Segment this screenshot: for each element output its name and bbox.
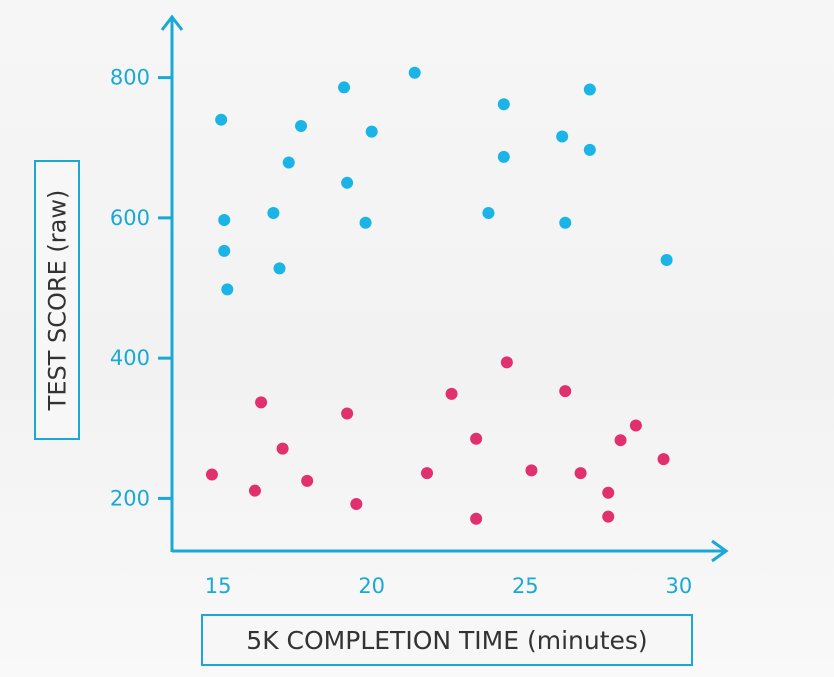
data-point-blue xyxy=(497,98,510,111)
data-point-pink xyxy=(614,434,627,447)
data-point-blue xyxy=(408,66,421,79)
data-point-blue xyxy=(215,113,228,126)
data-point-blue xyxy=(359,216,372,229)
y-axis-label: TEST SCORE (raw) xyxy=(43,189,72,411)
x-axis-label: 5K COMPLETION TIME (minutes) xyxy=(246,625,648,655)
data-point-pink xyxy=(470,432,483,445)
data-point-blue xyxy=(660,253,673,266)
data-point-blue xyxy=(295,120,308,133)
data-point-pink xyxy=(341,407,354,420)
data-point-pink xyxy=(248,484,261,497)
data-point-pink xyxy=(559,385,572,398)
data-point-pink xyxy=(602,510,615,523)
y-tick-label: 400 xyxy=(110,346,150,370)
data-point-blue xyxy=(341,176,354,189)
data-point-blue xyxy=(559,216,572,229)
data-point-blue xyxy=(221,283,234,296)
data-point-pink xyxy=(205,468,218,481)
x-axis-arrowhead xyxy=(711,539,729,563)
x-tick-label: 20 xyxy=(358,574,385,598)
y-ticks: 200 400 600 800 xyxy=(110,66,172,510)
data-point-blue xyxy=(497,150,510,163)
data-point-pink xyxy=(301,474,314,487)
y-axis-arrowhead xyxy=(160,14,184,31)
data-point-pink xyxy=(255,396,268,409)
data-point-pink xyxy=(525,464,538,477)
data-point-blue xyxy=(267,206,280,219)
data-point-blue xyxy=(338,81,351,94)
data-point-blue xyxy=(282,156,295,169)
data-point-pink xyxy=(657,453,670,466)
y-tick-label: 200 xyxy=(110,486,150,510)
axes xyxy=(160,14,729,563)
data-point-blue xyxy=(365,125,378,138)
data-point-pink xyxy=(602,486,615,499)
data-point-blue xyxy=(583,83,596,96)
x-tick-label: 30 xyxy=(666,574,693,598)
data-point-pink xyxy=(574,467,587,480)
data-point-pink xyxy=(500,356,513,369)
data-point-pink xyxy=(470,512,483,525)
data-point-blue xyxy=(218,244,231,257)
x-tick-label: 15 xyxy=(205,574,232,598)
data-point-pink xyxy=(629,419,642,432)
data-point-pink xyxy=(420,467,433,480)
data-point-blue xyxy=(583,143,596,156)
y-tick-label: 600 xyxy=(110,206,150,230)
data-point-blue xyxy=(556,130,569,143)
x-ticks: 15 20 25 30 xyxy=(205,574,693,598)
y-tick-label: 800 xyxy=(110,66,150,90)
data-point-pink xyxy=(445,387,458,400)
data-point-blue xyxy=(482,206,495,219)
data-points xyxy=(205,66,673,525)
x-tick-label: 25 xyxy=(512,574,539,598)
data-point-pink xyxy=(276,442,289,455)
data-point-blue xyxy=(273,262,286,275)
data-point-blue xyxy=(218,213,231,226)
x-axis-label-box: 5K COMPLETION TIME (minutes) xyxy=(201,614,693,666)
y-axis-label-box: TEST SCORE (raw) xyxy=(34,160,80,440)
data-point-pink xyxy=(350,498,363,511)
